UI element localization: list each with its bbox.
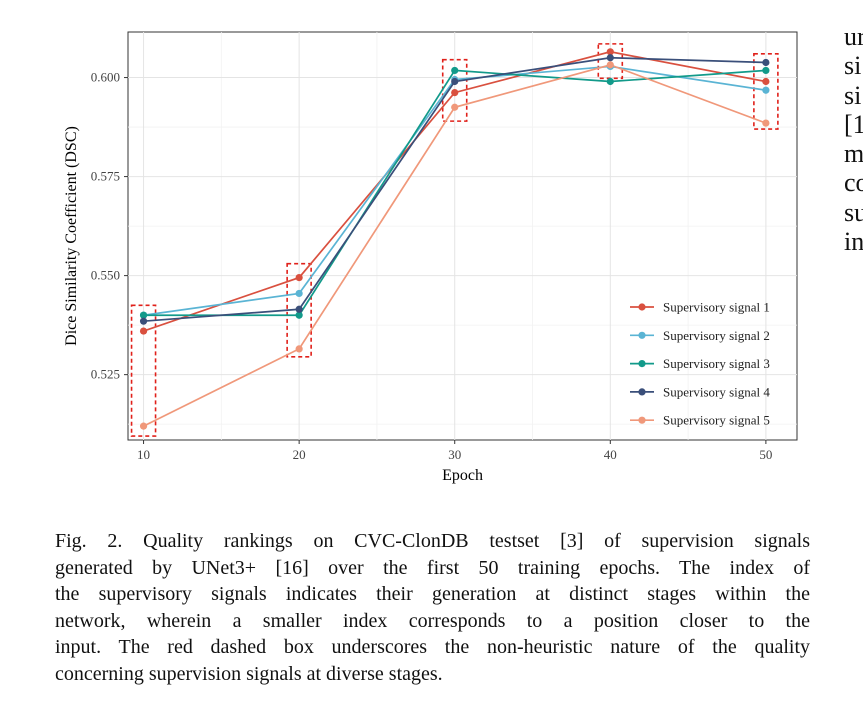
data-point [762, 66, 770, 75]
grid [128, 32, 797, 440]
data-point [762, 58, 770, 67]
side-text-line: [1 [844, 109, 863, 139]
data-point [451, 103, 459, 111]
data-point [451, 89, 459, 97]
caption-line: concerning supervision signals at divers… [55, 662, 443, 685]
legend-entry: Supervisory signal 3 [663, 356, 770, 371]
caption-line: input. The red dashed box underscores th… [55, 636, 810, 658]
side-text-line: su [844, 197, 863, 227]
x-tick-label: 20 [293, 447, 306, 462]
side-text-line: ur [844, 22, 863, 51]
side-text-line: in [844, 227, 863, 257]
legend: Supervisory signal 1 Supervisory signal 2… [630, 300, 770, 428]
side-text-line: si [844, 51, 862, 81]
data-point [451, 66, 459, 75]
series-points [139, 48, 770, 430]
y-tick-label: 0.575 [91, 169, 120, 184]
data-point [295, 305, 303, 313]
caption-line: generated by UNet3+ [16] over the first … [55, 556, 810, 579]
caption-line: the supervisory signals indicates their … [55, 583, 810, 605]
side-text-line: m [844, 139, 863, 169]
data-point [295, 273, 303, 282]
data-point [606, 77, 614, 86]
legend-entry: Supervisory signal 5 [663, 413, 770, 428]
data-point [451, 77, 459, 86]
x-tick-label: 50 [759, 447, 772, 462]
y-axis-label: Dice Similarity Coefficient (DSC) [63, 126, 80, 346]
legend-entry: Supervisory signal 2 [663, 328, 770, 343]
clipped-body-text: ur si si [1 m co su in [844, 22, 863, 256]
x-tick-label: 40 [604, 447, 617, 462]
caption-line: Fig. 2. Quality rankings on CVC-ClonDB t… [55, 530, 810, 552]
legend-entry: Supervisory signal 1 [663, 300, 770, 315]
figure-caption: Fig. 2. Quality rankings on CVC-ClonDB t… [55, 528, 810, 687]
data-point [606, 61, 614, 69]
y-tick-label: 0.550 [91, 268, 120, 283]
data-point [762, 77, 770, 86]
legend-key-point [638, 416, 646, 424]
x-tick-label: 30 [448, 447, 461, 462]
side-text-line: si [844, 80, 862, 110]
plot-area [127, 31, 798, 441]
data-point [606, 48, 614, 56]
data-point [606, 54, 614, 62]
y-tick-label: 0.525 [91, 367, 120, 382]
highlight-box [286, 262, 312, 358]
data-point [139, 311, 148, 319]
side-text-line: co [844, 168, 863, 198]
data-point [295, 311, 303, 319]
dsc-line-chart: 0.525 0.550 0.575 0.600 10 20 30 40 50 Superviso… [63, 31, 798, 484]
x-axis-label: Epoch [442, 467, 483, 484]
legend-key-point [638, 331, 646, 339]
data-point [139, 317, 148, 325]
data-point [762, 86, 770, 94]
y-tick-label: 0.600 [91, 70, 120, 85]
data-point [762, 119, 770, 127]
legend-entry: Supervisory signal 4 [663, 384, 770, 399]
data-point [139, 422, 148, 430]
legend-key-point [638, 388, 646, 396]
data-point [139, 327, 148, 335]
caption-line: network, wherein a smaller index corresp… [55, 609, 810, 632]
axis-ticks: 0.525 0.550 0.575 0.600 10 20 30 40 50 [91, 70, 773, 462]
x-tick-label: 10 [137, 447, 150, 462]
legend-key-point [638, 360, 646, 368]
data-point [295, 289, 303, 298]
data-point [295, 345, 303, 353]
legend-key-point [638, 303, 646, 311]
